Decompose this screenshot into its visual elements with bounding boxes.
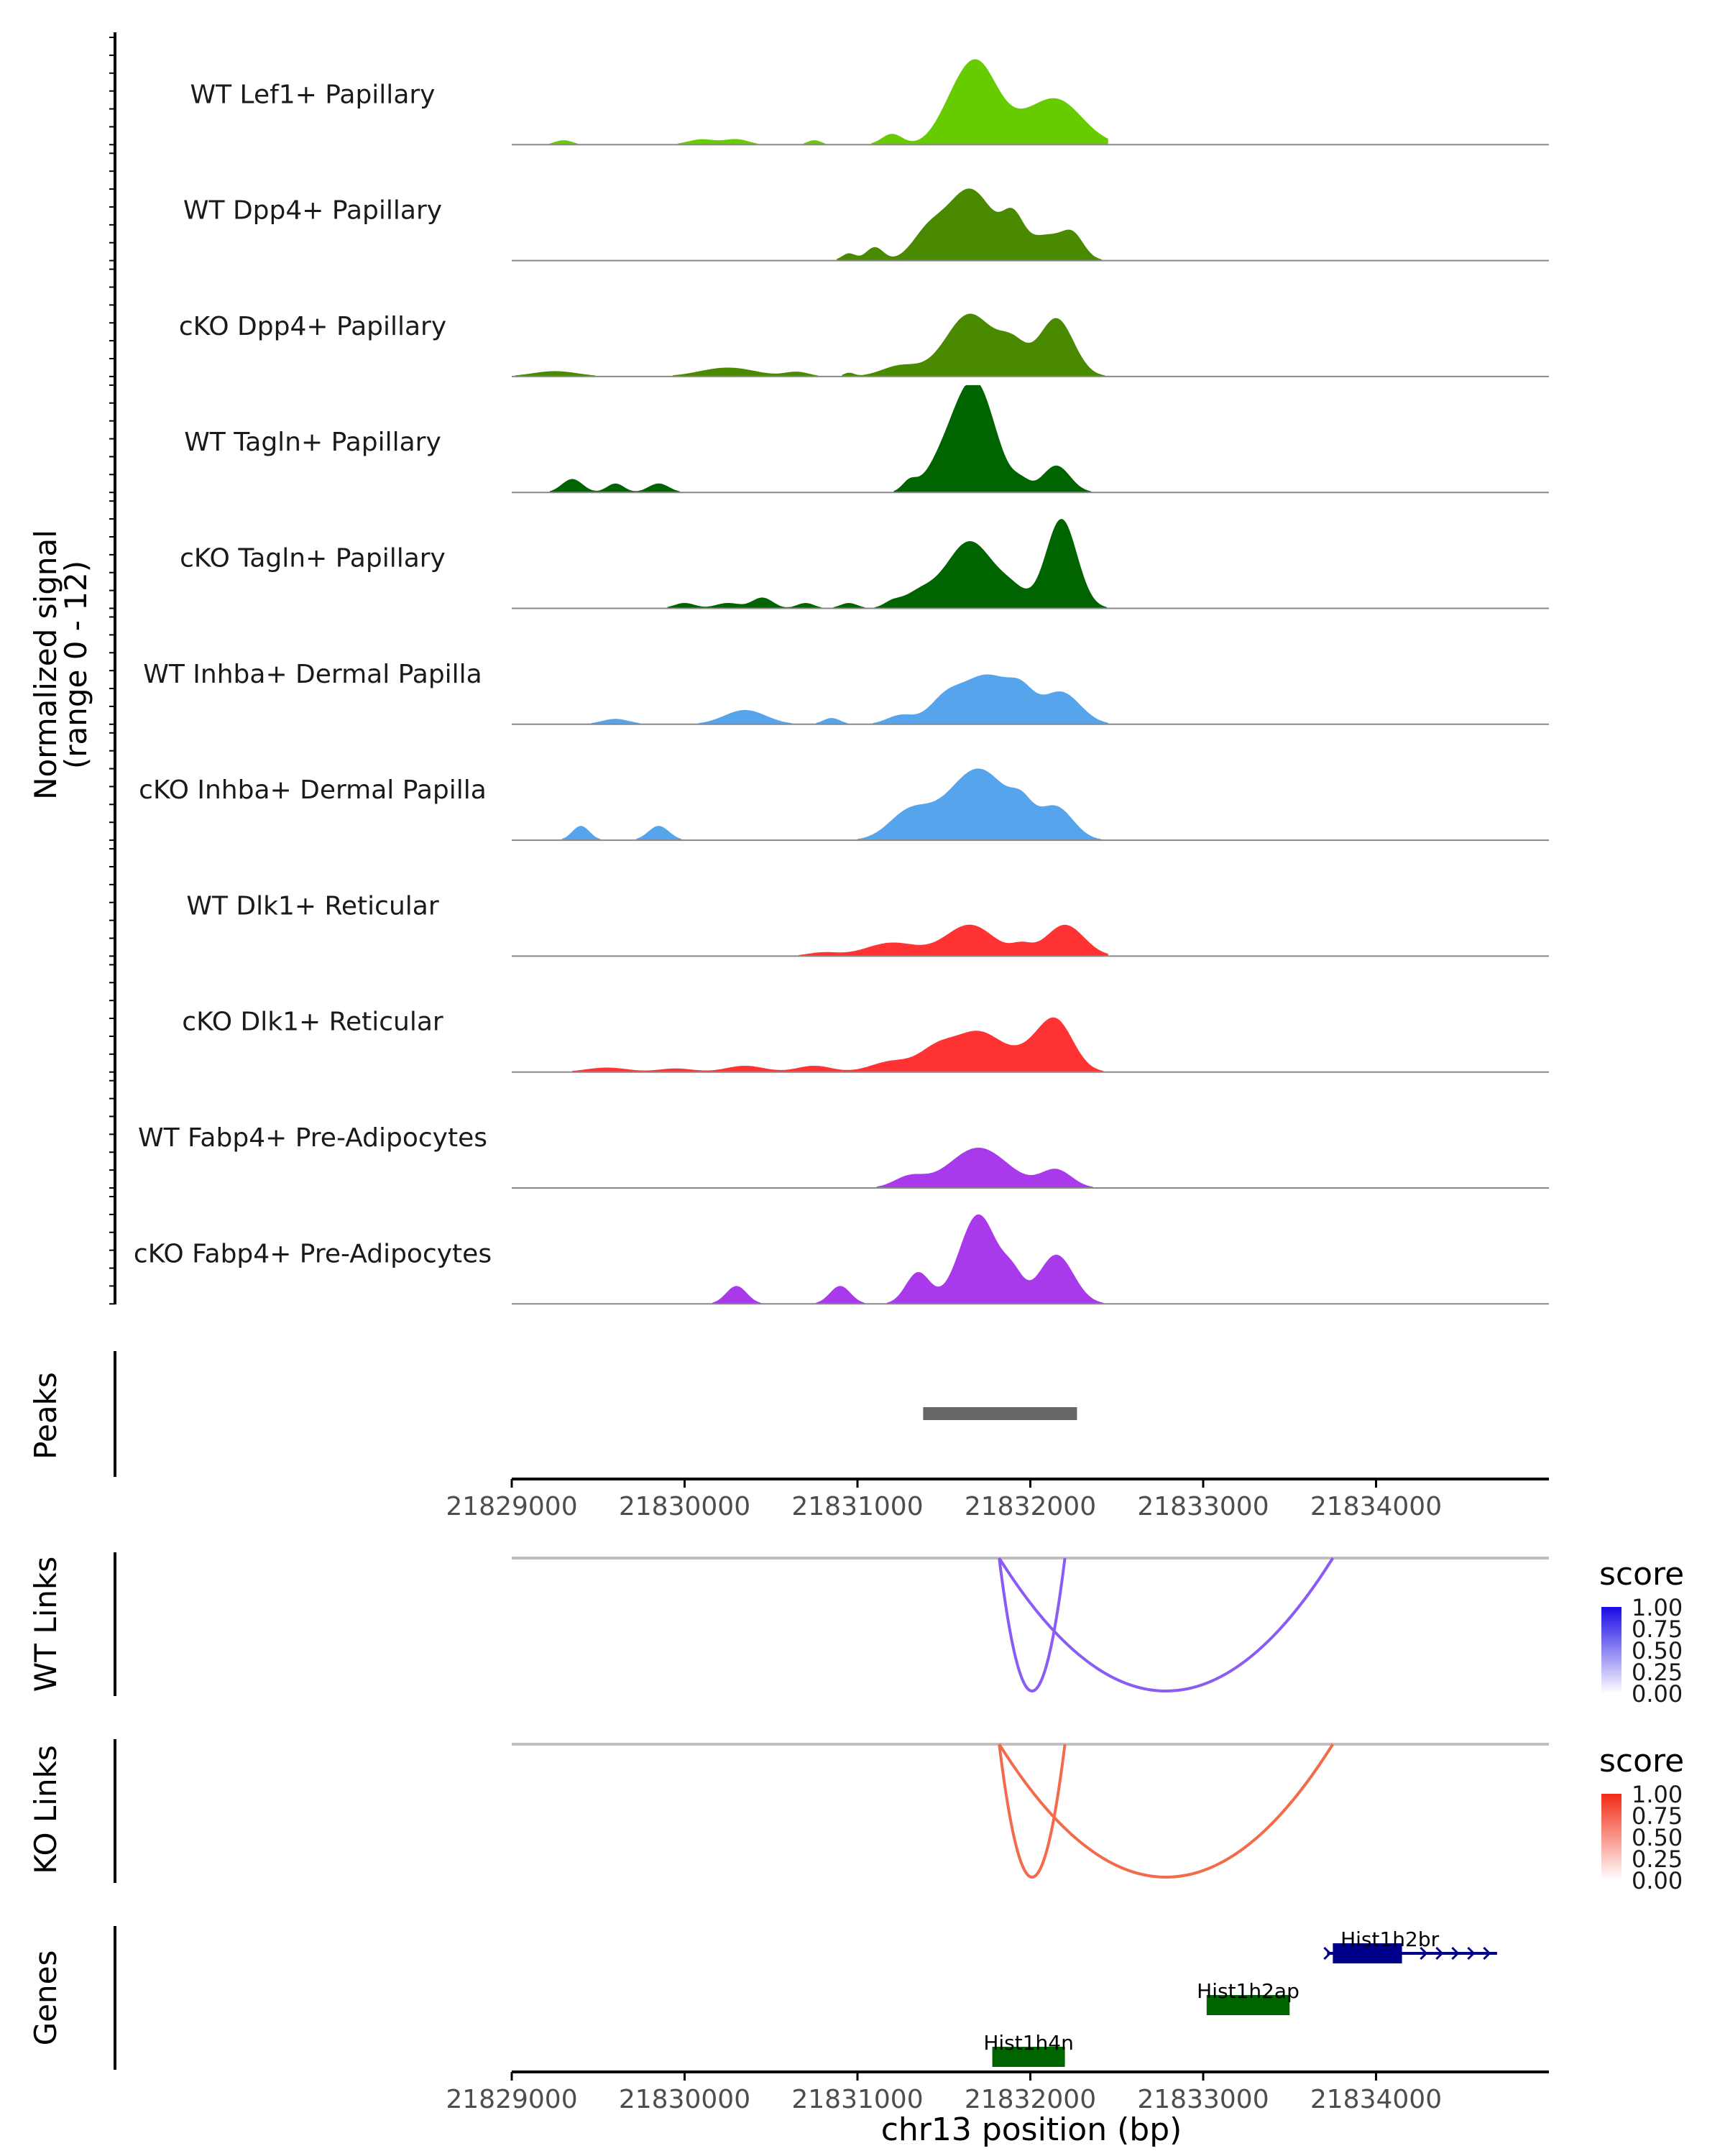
strand-arrow — [1467, 1946, 1476, 1961]
track-label: WT Dlk1+ Reticular — [186, 891, 438, 921]
coverage-track: cKO Dpp4+ Papillary — [179, 312, 1549, 377]
legend-tick-label: 1.00 — [1632, 1594, 1683, 1621]
x-tick-label: 21832000 — [965, 1492, 1096, 1521]
coverage-area — [591, 674, 1108, 724]
y-axis-title-line2: (range 0 - 12) — [58, 561, 93, 769]
coverage-tracks: WT Lef1+ Papillary WT Dpp4+ Papillary cKO … — [134, 59, 1549, 1305]
coverage-area — [799, 924, 1108, 957]
ko-links-label: KO Links — [28, 1745, 63, 1874]
gene: Hist1h4n — [983, 2031, 1074, 2067]
legend-colorbar — [1601, 1794, 1622, 1880]
link-arc — [998, 1557, 1067, 1692]
legend-title: score — [1599, 1743, 1684, 1779]
track-label: WT Fabp4+ Pre-Adipocytes — [138, 1123, 487, 1153]
track-label: WT Lef1+ Papillary — [190, 80, 436, 109]
coverage-track: WT Tagln+ Papillary — [184, 384, 1549, 494]
track-label: cKO Inhba+ Dermal Papilla — [139, 775, 487, 805]
signal-axis — [109, 32, 116, 1305]
track-label: cKO Dlk1+ Reticular — [182, 1008, 443, 1037]
gene-label: Hist1h4n — [983, 2031, 1074, 2055]
gene-exon — [1333, 1943, 1402, 1963]
coverage-track: WT Inhba+ Dermal Papilla — [143, 660, 1549, 725]
coverage-area — [572, 1017, 1105, 1072]
track-label: WT Tagln+ Papillary — [184, 428, 441, 457]
gene-exon — [992, 2047, 1065, 2067]
x-tick-label: 21834000 — [1310, 2085, 1442, 2114]
coverage-track: WT Dlk1+ Reticular — [186, 891, 1549, 957]
coverage-area — [561, 768, 1103, 841]
peaks-track-label: Peaks — [28, 1372, 63, 1460]
link-arc — [998, 1743, 1067, 1879]
link-arc — [998, 1557, 1335, 1692]
coverage-track: cKO Inhba+ Dermal Papilla — [139, 768, 1549, 842]
x-tick-label: 21831000 — [791, 2085, 923, 2114]
ko-links-track: KO Links — [28, 1739, 1549, 1883]
wt-links-label: WT Links — [28, 1557, 63, 1692]
x-tick-label: 21834000 — [1310, 1492, 1442, 1521]
x-axis-top: 21829000 21830000 21831000 21832000 21833000… — [446, 1478, 1549, 1521]
strand-arrow — [1451, 1946, 1460, 1961]
legend-tick-label: 0.00 — [1632, 1867, 1683, 1894]
track-label: cKO Fabp4+ Pre-Adipocytes — [134, 1239, 492, 1268]
score-legend-wt: score 1.000.750.500.250.00 — [1599, 1556, 1684, 1708]
legend-tick-label: 0.50 — [1632, 1824, 1683, 1851]
x-axis-title: chr13 position (bp) — [881, 2111, 1182, 2148]
genes-track: Genes Hist1h2br Hist1h2ap Hist1h4n — [28, 1926, 1497, 2070]
coverage-area — [667, 519, 1108, 609]
legend-tick-label: 0.75 — [1632, 1616, 1683, 1643]
legend-tick-label: 0.75 — [1632, 1802, 1683, 1830]
gene-label: Hist1h2ap — [1197, 1979, 1300, 2003]
coverage-area — [837, 188, 1103, 261]
coverage-track: WT Fabp4+ Pre-Adipocytes — [138, 1123, 1549, 1189]
legend-title: score — [1599, 1556, 1684, 1593]
strand-arrow — [1435, 1946, 1444, 1961]
gene-label: Hist1h2br — [1340, 1927, 1440, 1951]
legend-tick-label: 1.00 — [1632, 1781, 1683, 1808]
peak-region — [923, 1407, 1077, 1420]
coverage-track: WT Lef1+ Papillary — [190, 59, 1549, 146]
legend-colorbar — [1601, 1607, 1622, 1693]
peaks-track: Peaks — [28, 1351, 1077, 1477]
genes-track-label: Genes — [28, 1950, 63, 2046]
track-label: cKO Dpp4+ Papillary — [179, 312, 446, 341]
legend-tick-label: 0.50 — [1632, 1637, 1683, 1664]
gene-exon — [1206, 1995, 1290, 2015]
legend-tick-label: 0.25 — [1632, 1846, 1683, 1873]
x-tick-label: 21830000 — [619, 1492, 750, 1521]
score-legend-ko: score 1.000.750.500.250.00 — [1599, 1743, 1684, 1894]
strand-arrow — [1420, 1946, 1428, 1961]
coverage-track: cKO Tagln+ Papillary — [180, 519, 1549, 609]
x-tick-label: 21832000 — [965, 2085, 1096, 2114]
coverage-area — [549, 384, 1093, 493]
gene: Hist1h2ap — [1197, 1979, 1300, 2015]
legend-tick-label: 0.00 — [1632, 1680, 1683, 1708]
x-tick-label: 21829000 — [446, 2085, 577, 2114]
x-tick-label: 21831000 — [791, 1492, 923, 1521]
x-tick-label: 21830000 — [619, 2085, 750, 2114]
coverage-track: cKO Dlk1+ Reticular — [182, 1008, 1549, 1073]
coverage-area — [876, 1148, 1095, 1188]
track-label: cKO Tagln+ Papillary — [180, 544, 446, 573]
y-axis-title-line1: Normalized signal — [28, 530, 63, 800]
coverage-track: cKO Fabp4+ Pre-Adipocytes — [134, 1214, 1549, 1305]
coverage-track: WT Dpp4+ Papillary — [183, 188, 1549, 262]
x-tick-label: 21829000 — [446, 1492, 577, 1521]
track-label: WT Dpp4+ Papillary — [183, 196, 442, 226]
x-tick-label: 21833000 — [1137, 1492, 1269, 1521]
coverage-area — [549, 59, 1108, 145]
gene: Hist1h2br — [1323, 1927, 1497, 1963]
strand-arrow — [1323, 1946, 1332, 1961]
coverage-area — [712, 1214, 1105, 1304]
link-arc — [998, 1743, 1335, 1879]
legend-tick-label: 0.25 — [1632, 1659, 1683, 1686]
track-label: WT Inhba+ Dermal Papilla — [143, 660, 482, 689]
x-tick-label: 21833000 — [1137, 2085, 1269, 2114]
strand-arrow — [1483, 1946, 1491, 1961]
coverage-area — [515, 313, 1107, 377]
x-axis-bottom: 21829000 21830000 21831000 21832000 21833000… — [446, 2070, 1549, 2114]
wt-links-track: WT Links — [28, 1552, 1549, 1696]
